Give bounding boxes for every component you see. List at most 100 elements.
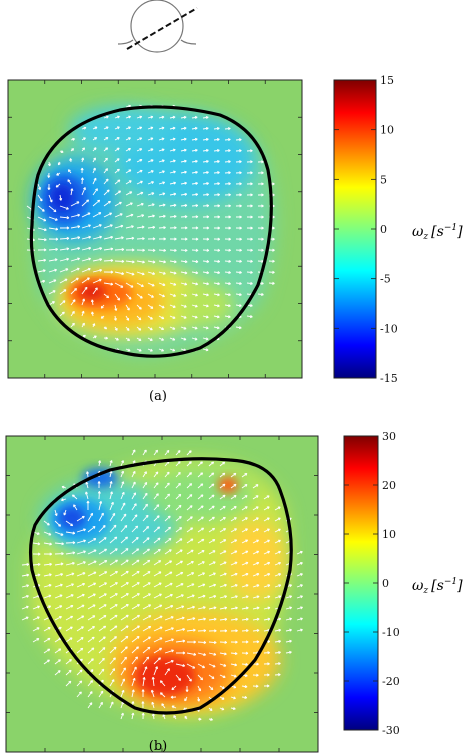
velocity-arrowhead <box>141 701 145 704</box>
velocity-vector <box>296 606 303 610</box>
velocity-arrowhead <box>167 515 171 519</box>
velocity-vector <box>120 656 127 665</box>
velocity-arrowhead <box>189 483 193 487</box>
velocity-vector <box>142 571 151 577</box>
velocity-vector <box>43 627 51 632</box>
velocity-arrowhead <box>159 593 162 597</box>
velocity-arrowhead <box>155 666 158 670</box>
velocity-arrowhead <box>142 677 146 680</box>
velocity-arrowhead <box>203 617 206 621</box>
velocity-vector <box>208 641 217 644</box>
velocity-arrowhead <box>120 712 124 716</box>
velocity-vector <box>186 494 193 500</box>
colorbar-tick-label: 30 <box>382 430 396 443</box>
velocity-arrowhead <box>60 572 64 576</box>
velocity-arrowhead <box>140 202 144 206</box>
velocity-arrowhead <box>147 559 151 563</box>
velocity-vector <box>252 573 260 577</box>
velocity-vector <box>131 514 138 522</box>
velocity-arrowhead <box>183 348 187 352</box>
velocity-arrowhead <box>205 115 209 120</box>
velocity-vector <box>103 248 113 251</box>
velocity-arrowhead <box>114 536 118 540</box>
velocity-vector <box>32 638 40 643</box>
velocity-arrowhead <box>245 584 249 588</box>
velocity-vector <box>43 531 52 536</box>
velocity-arrowhead <box>228 226 231 230</box>
velocity-arrowhead <box>49 573 52 577</box>
velocity-vector <box>76 604 85 610</box>
velocity-vector <box>263 528 270 533</box>
velocity-vector <box>98 615 107 621</box>
velocity-arrowhead <box>138 338 142 341</box>
velocity-vector <box>147 181 154 185</box>
velocity-arrowhead <box>118 190 121 194</box>
velocity-vector <box>114 190 121 196</box>
velocity-arrowhead <box>128 115 131 119</box>
velocity-vector <box>109 646 117 654</box>
velocity-arrowhead <box>239 293 242 297</box>
velocity-vector <box>92 269 102 273</box>
velocity-arrowhead <box>138 348 142 352</box>
velocity-arrowhead <box>223 550 227 554</box>
velocity-vector <box>274 595 281 599</box>
velocity-arrowhead <box>66 257 69 261</box>
velocity-vector <box>186 617 196 621</box>
velocity-vector <box>191 304 198 308</box>
velocity-arrowhead <box>53 209 57 213</box>
velocity-vector <box>197 527 204 533</box>
velocity-vector <box>296 629 303 632</box>
velocity-arrowhead <box>211 461 215 465</box>
velocity-arrowhead <box>66 206 69 210</box>
velocity-arrowhead <box>171 627 174 631</box>
velocity-arrowhead <box>151 713 155 717</box>
velocity-vector <box>65 659 72 665</box>
velocity-arrowhead <box>104 560 108 563</box>
velocity-vector <box>230 618 238 621</box>
velocity-arrowhead <box>159 637 163 641</box>
velocity-arrowhead <box>184 271 188 275</box>
velocity-vector <box>263 506 270 511</box>
velocity-arrowhead <box>228 160 231 164</box>
velocity-vector <box>76 540 86 544</box>
velocity-arrowhead <box>150 348 153 352</box>
velocity-arrowhead <box>223 663 227 667</box>
velocity-arrowhead <box>73 504 76 508</box>
velocity-arrowhead <box>93 560 97 564</box>
velocity-arrowhead <box>173 192 177 196</box>
velocity-vector <box>208 527 215 533</box>
velocity-vector <box>164 482 170 489</box>
velocity-arrowhead <box>178 493 182 497</box>
velocity-vector <box>213 271 220 274</box>
velocity-vector <box>252 539 259 544</box>
velocity-vector <box>252 550 259 555</box>
velocity-arrowhead <box>195 237 199 241</box>
velocity-arrowhead <box>136 646 139 650</box>
velocity-arrowhead <box>272 182 275 186</box>
velocity-arrowhead <box>223 561 227 565</box>
velocity-arrowhead <box>101 657 105 661</box>
velocity-vector <box>125 225 134 229</box>
velocity-vector <box>54 637 62 643</box>
velocity-arrowhead <box>156 515 160 519</box>
velocity-arrowhead <box>147 571 151 574</box>
velocity-vector <box>32 605 40 610</box>
velocity-arrowhead <box>183 148 187 152</box>
velocity-vector <box>103 168 108 174</box>
velocity-arrowhead <box>244 506 248 509</box>
velocity-vector <box>153 471 159 478</box>
velocity-arrowhead <box>26 584 29 588</box>
velocity-vector <box>98 636 106 643</box>
velocity-vector <box>151 702 155 709</box>
velocity-arrowhead <box>135 536 139 540</box>
velocity-arrowhead <box>206 271 210 275</box>
velocity-vector <box>164 549 172 555</box>
velocity-arrowhead <box>127 338 131 341</box>
velocity-arrowhead <box>266 506 270 510</box>
velocity-vector <box>197 641 206 644</box>
velocity-vector <box>230 561 238 566</box>
velocity-arrowhead <box>81 157 85 161</box>
velocity-vector <box>153 482 159 489</box>
velocity-arrowhead <box>256 550 260 554</box>
velocity-vector <box>65 605 74 610</box>
